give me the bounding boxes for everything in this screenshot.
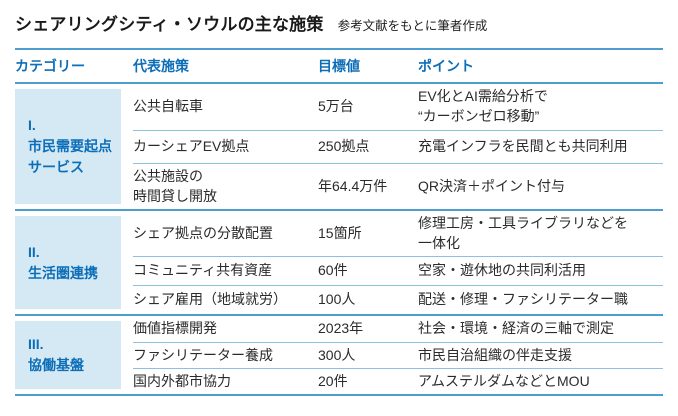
category-cell: I. 市民需要起点 サービス bbox=[15, 89, 121, 204]
section-rows: 公共自転車 5万台 EV化とAI需給分析で “カーボンゼロ移動” カーシェアEV… bbox=[133, 84, 663, 209]
section-rows: シェア拠点の分散配置 15箇所 修理工房・工具ライブラリなどを 一体化 コミュニ… bbox=[133, 211, 663, 314]
figure-header: シェアリングシティ・ソウルの主な施策 参考文献をもとに筆者作成 bbox=[15, 10, 663, 35]
category-label: III. 協働基盤 bbox=[28, 336, 84, 373]
measure-cell: 公共自転車 bbox=[133, 98, 203, 115]
section-collaboration-foundation: III. 協働基盤 価値指標開発 2023年 社会・環境・経済の三軸で測定 ファ… bbox=[15, 316, 663, 396]
point-cell: 充電インフラを民間とも共同利用 bbox=[418, 138, 628, 155]
target-cell: 60件 bbox=[318, 262, 348, 279]
column-header-target: 目標値 bbox=[318, 58, 360, 74]
point-cell: 市民自治組織の伴走支援 bbox=[418, 346, 572, 363]
target-cell: 5万台 bbox=[318, 98, 354, 115]
figure-title: シェアリングシティ・ソウルの主な施策 bbox=[15, 15, 324, 34]
target-cell: 100人 bbox=[318, 291, 356, 308]
point-cell: 社会・環境・経済の三軸で測定 bbox=[418, 320, 614, 337]
category-label: II. 生活圏連携 bbox=[28, 243, 98, 281]
target-cell: 年64.4万件 bbox=[318, 177, 388, 194]
measure-cell: 価値指標開発 bbox=[133, 320, 217, 337]
table-row: 価値指標開発 2023年 社会・環境・経済の三軸で測定 bbox=[133, 316, 663, 342]
target-cell: 20件 bbox=[318, 372, 348, 389]
table-row: 国内外都市協力 20件 アムステルダムなどとMOU bbox=[133, 368, 663, 394]
category-cell: III. 協働基盤 bbox=[15, 321, 121, 389]
measure-cell: コミュニティ共有資産 bbox=[133, 262, 273, 279]
section-citizen-demand-services: I. 市民需要起点 サービス 公共自転車 5万台 EV化とAI需給分析で “カー… bbox=[15, 84, 663, 211]
figure: シェアリングシティ・ソウルの主な施策 参考文献をもとに筆者作成 カテゴリー 代表… bbox=[15, 10, 663, 396]
measure-cell: シェア拠点の分散配置 bbox=[133, 224, 273, 241]
point-cell: QR決済＋ポイント付与 bbox=[418, 177, 565, 194]
section-rows: 価値指標開発 2023年 社会・環境・経済の三軸で測定 ファシリテーター養成 3… bbox=[133, 316, 663, 394]
target-cell: 15箇所 bbox=[318, 224, 362, 241]
table-row: シェア拠点の分散配置 15箇所 修理工房・工具ライブラリなどを 一体化 bbox=[133, 211, 663, 256]
measure-cell: 公共施設の 時間貸し開放 bbox=[133, 167, 217, 204]
measure-cell: ファシリテーター養成 bbox=[133, 346, 273, 363]
table-row: コミュニティ共有資産 60件 空家・遊休地の共同利活用 bbox=[133, 256, 663, 285]
section-living-area-collaboration: II. 生活圏連携 シェア拠点の分散配置 15箇所 修理工房・工具ライブラリなど… bbox=[15, 211, 663, 316]
target-cell: 2023年 bbox=[318, 320, 364, 337]
target-cell: 250拠点 bbox=[318, 138, 370, 155]
table-row: 公共施設の 時間貸し開放 年64.4万件 QR決済＋ポイント付与 bbox=[133, 163, 663, 209]
category-cell: II. 生活圏連携 bbox=[15, 216, 121, 309]
point-cell: 空家・遊休地の共同利活用 bbox=[418, 262, 586, 279]
table-row: 公共自転車 5万台 EV化とAI需給分析で “カーボンゼロ移動” bbox=[133, 84, 663, 130]
point-cell: 配送・修理・ファシリテーター職 bbox=[418, 291, 628, 308]
table-header-row: カテゴリー 代表施策 目標値 ポイント bbox=[15, 48, 663, 84]
target-cell: 300人 bbox=[318, 346, 356, 363]
column-header-category: カテゴリー bbox=[15, 58, 85, 74]
table-row: シェア雇用（地域就労） 100人 配送・修理・ファシリテーター職 bbox=[133, 285, 663, 314]
point-cell: 修理工房・工具ライブラリなどを 一体化 bbox=[418, 214, 628, 251]
table-row: ファシリテーター養成 300人 市民自治組織の伴走支援 bbox=[133, 342, 663, 368]
table-row: カーシェアEV拠点 250拠点 充電インフラを民間とも共同利用 bbox=[133, 130, 663, 163]
column-header-point: ポイント bbox=[418, 58, 474, 74]
measure-cell: シェア雇用（地域就労） bbox=[133, 291, 287, 308]
measures-table: カテゴリー 代表施策 目標値 ポイント I. 市民需要起点 サービス 公共自転車… bbox=[15, 48, 663, 396]
column-header-measure: 代表施策 bbox=[133, 58, 189, 74]
measure-cell: カーシェアEV拠点 bbox=[133, 138, 250, 155]
category-label: I. 市民需要起点 サービス bbox=[28, 117, 112, 175]
figure-subtitle: 参考文献をもとに筆者作成 bbox=[337, 19, 488, 33]
point-cell: アムステルダムなどとMOU bbox=[418, 372, 590, 389]
point-cell: EV化とAI需給分析で “カーボンゼロ移動” bbox=[418, 88, 548, 124]
measure-cell: 国内外都市協力 bbox=[133, 372, 231, 389]
